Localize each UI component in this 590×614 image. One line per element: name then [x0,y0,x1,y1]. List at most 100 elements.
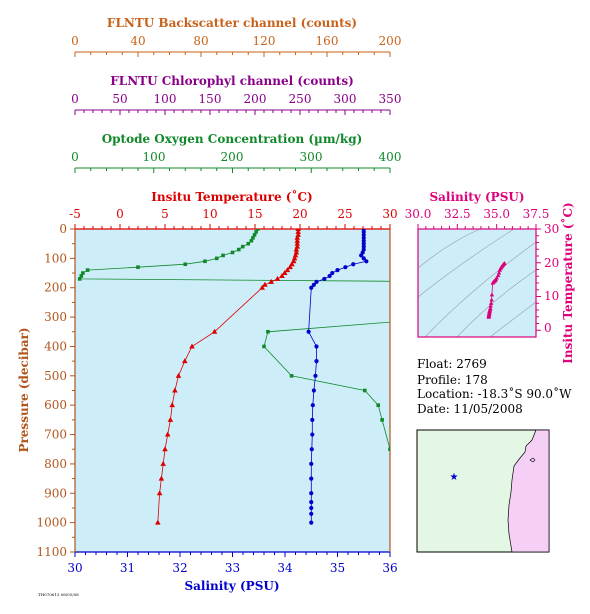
pressure-tick-label: 1100 [36,545,67,559]
density-contour [418,229,515,298]
backscatter-tick-label: 0 [71,34,79,48]
profile-number: Profile: 178 [417,373,488,387]
salinity-point [313,373,318,378]
oxygen-point [262,344,266,349]
salinity-tick-label: 30 [67,561,82,575]
chlorophyl-tick-label: 300 [334,92,357,106]
ts-density-contours [418,229,536,337]
pressure-axis-label: Pressure (decibar) [17,327,31,452]
chlorophyl-axis-ticks [74,110,391,115]
chlorophyl-tick-label: 150 [199,92,222,106]
temperature-point [295,231,301,237]
profile-series-layer [77,229,390,525]
backscatter-axis: FLNTU Backscatter channel (counts) 0 40 … [71,16,401,57]
temperature-point [293,246,300,252]
oxygen-point [246,241,251,246]
temperature-point [281,270,288,276]
salinity-point [361,244,366,249]
oxygen-point [203,259,207,264]
salinity-axis-tick-labels: 30 31 32 33 34 35 36 [67,561,397,575]
salinity-tick-label: 36 [382,561,397,575]
salinity-point [310,432,315,437]
temperature-point [294,243,301,249]
temperature-tick-label: -5 [69,207,81,221]
oxygen-point [252,233,257,237]
temperature-point [172,387,178,393]
float-number: Float: 2769 [417,357,487,371]
map-land [507,429,550,553]
oxygen-tick-label: 300 [300,150,323,164]
chlorophyl-tick-label: 200 [244,92,267,106]
backscatter-axis-tick-labels: 0 40 80 120 160 200 [71,34,401,48]
oxygen-point [81,271,85,275]
oxygen-point [77,277,82,281]
oxygen-point [79,274,84,278]
oxygen-point [237,247,241,252]
salinity-point [306,329,311,334]
backscatter-axis-ticks [74,52,391,57]
temperature-tick-label: 0 [116,207,124,221]
temperature-axis-tick-labels: -5 0 5 10 15 20 25 30 [69,207,397,221]
oxygen-point [214,256,219,261]
oxygen-point [289,374,294,378]
pressure-tick-label: 300 [44,310,67,324]
map-lake [529,457,536,463]
temperature-point [169,402,175,408]
density-contour [424,241,536,337]
pressure-tick-label: 700 [44,428,67,442]
temperature-point [284,267,291,273]
salinity-point [361,241,366,246]
salinity-point [314,344,319,349]
salinity-point [314,279,319,284]
density-contour [418,229,481,269]
oxygen-point [251,236,255,240]
pressure-tick-label: 500 [44,369,67,383]
temperature-point [156,490,163,496]
oxygen-point [363,388,367,393]
salinity-point [314,359,319,364]
salinity-point [330,270,335,276]
pressure-tick-label: 800 [44,457,67,471]
temperature-point [164,431,171,437]
oxygen-point [388,447,390,452]
oxygen-axis: Optode Oxygen Concentration (µm/kg) 0 10… [71,132,401,173]
salinity-point [309,499,314,505]
salinity-point [351,262,356,267]
ts-temperature-tick-label: 0 [544,321,552,335]
temperature-point [259,284,265,290]
oxygen-point [249,238,254,243]
salinity-point [364,259,369,264]
salinity-point [327,273,332,279]
footer-code: TH070613 08/05/08 [38,592,79,597]
profile-plot-frame [70,224,391,557]
pressure-tick-label: 100 [44,251,67,265]
pressure-tick-label: 900 [44,486,67,500]
oxygen-axis-ticks [74,168,391,173]
ts-point [490,280,495,285]
temperature-tick-label: 10 [202,207,217,221]
salinity-point [361,232,366,237]
temperature-point [291,255,298,261]
salinity-point [361,229,366,235]
salinity-tick-label: 35 [330,561,345,575]
temperature-tick-label: 15 [247,207,262,221]
float-location-marker: ★ [450,472,459,483]
temperature-point [189,343,195,349]
salinity-point [309,491,314,496]
chlorophyl-tick-label: 250 [289,92,312,106]
chlorophyl-tick-label: 350 [379,92,402,106]
backscatter-axis-label: FLNTU Backscatter channel (counts) [107,16,357,30]
ts-salinity-tick-label: 30.0 [405,207,432,221]
temperature-point [158,475,165,481]
ts-temperature-tick-labels: 0 10 20 30 [544,222,559,335]
ts-point [497,267,503,272]
oxygen-point [136,265,140,269]
temperature-point [294,234,301,240]
salinity-point [309,447,314,452]
oxygen-point [255,229,260,231]
ts-salinity-axis-label: Salinity (PSU) [429,190,524,204]
chlorophyl-tick-label: 50 [112,92,127,106]
temperature-tick-label: 30 [382,207,397,221]
chlorophyl-axis: FLNTU Chlorophyl channel (counts) 0 50 1… [71,74,401,115]
